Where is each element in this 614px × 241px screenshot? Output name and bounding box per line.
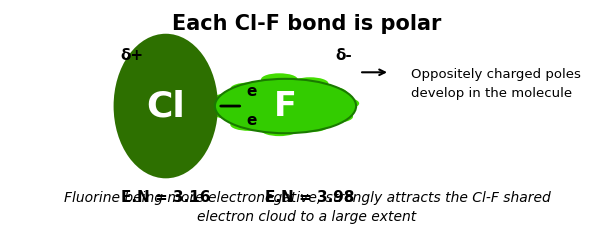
Ellipse shape <box>215 79 356 133</box>
Text: Fluorine being more electronegative, strongly attracts the Cl-F shared
electron : Fluorine being more electronegative, str… <box>64 191 550 224</box>
Text: F: F <box>274 90 297 122</box>
Ellipse shape <box>261 124 298 136</box>
Ellipse shape <box>230 118 267 131</box>
Text: Cl: Cl <box>146 89 185 123</box>
Ellipse shape <box>292 77 328 90</box>
Text: δ+: δ+ <box>120 48 144 63</box>
Ellipse shape <box>316 110 353 123</box>
Text: E.N = 3.98: E.N = 3.98 <box>265 190 355 205</box>
Text: E.N = 3.16: E.N = 3.16 <box>121 190 211 205</box>
Text: Each Cl-F bond is polar: Each Cl-F bond is polar <box>173 14 441 34</box>
Ellipse shape <box>230 83 267 95</box>
Text: δ-: δ- <box>335 48 352 63</box>
Ellipse shape <box>279 84 316 96</box>
Ellipse shape <box>261 73 298 86</box>
Text: Oppositely charged poles
develop in the molecule: Oppositely charged poles develop in the … <box>411 68 581 100</box>
Text: e: e <box>247 113 257 128</box>
Text: e: e <box>247 84 257 99</box>
Ellipse shape <box>310 87 347 99</box>
Ellipse shape <box>322 97 359 110</box>
Ellipse shape <box>292 120 328 132</box>
Ellipse shape <box>114 34 218 178</box>
Ellipse shape <box>212 107 249 119</box>
Ellipse shape <box>212 93 249 106</box>
Ellipse shape <box>221 84 338 128</box>
